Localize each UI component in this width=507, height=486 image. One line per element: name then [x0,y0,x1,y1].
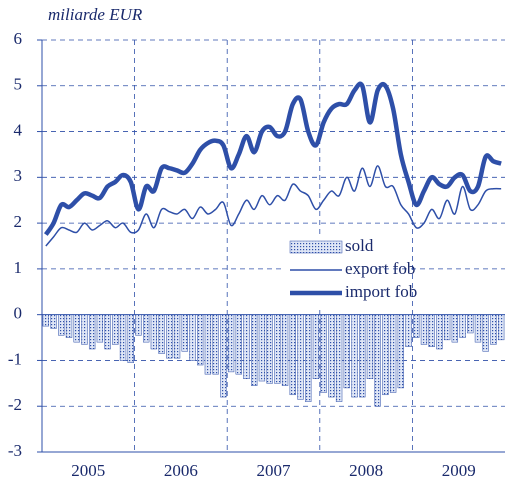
y-tick-label: 5 [14,75,23,94]
x-tick-label: 2007 [257,461,292,480]
bar [235,314,242,375]
y-tick-label: 1 [14,258,23,277]
x-tick-label: 2006 [164,461,198,480]
bar [150,314,158,350]
bar [127,314,134,363]
bar [482,314,489,352]
bar [420,314,428,345]
bar [81,314,88,345]
bar [474,314,482,343]
bar [413,314,420,338]
bar [320,314,327,393]
bar [112,314,119,345]
bar [405,314,412,347]
bar [212,314,219,375]
bar [73,314,80,343]
bar [58,314,65,336]
bar [443,314,451,341]
bar [50,314,57,329]
bar [266,314,273,384]
bar [366,314,374,380]
bar [305,314,312,402]
bar [312,314,320,380]
y-tick-label: -1 [8,349,22,368]
bar [459,314,466,338]
legend-label: import fob [345,282,417,301]
bar [359,314,366,398]
line [43,81,502,236]
y-tick-label: -3 [8,441,22,460]
bar [451,314,459,343]
chart-title: miliarde EUR [48,5,143,24]
bar [335,314,343,402]
bar [189,314,196,361]
bar [135,314,142,336]
bar [166,314,173,359]
bar [328,314,335,398]
x-tick-label: 2005 [71,461,105,480]
bar [65,314,73,338]
bar [142,314,150,343]
bar [281,314,289,386]
x-tick-label: 2008 [349,461,383,480]
bar [428,314,435,347]
bar [119,314,127,361]
bar [467,314,474,334]
bar [42,314,50,327]
bar [220,314,227,398]
y-tick-label: 6 [14,29,23,48]
bar [382,314,389,396]
bar [173,314,181,359]
y-tick-label: 3 [14,166,23,185]
x-tick-label: 2009 [442,461,476,480]
bar [297,314,304,400]
bar [374,314,381,407]
bar [204,314,212,375]
bar [251,314,258,386]
bar [96,314,104,343]
y-tick-label: 0 [14,304,23,323]
bar [397,314,405,389]
bar [258,314,266,382]
bar [88,314,96,350]
bar [104,314,111,350]
line [45,165,502,247]
y-tick-label: 2 [14,212,23,231]
y-tick-label: 4 [14,120,23,139]
bar [436,314,443,350]
bar [227,314,235,373]
bar [289,314,296,396]
bar [497,314,505,341]
bar [181,314,188,352]
bar [243,314,250,380]
legend-label: sold [345,236,374,255]
bar [274,314,281,384]
legend-label: export fob [345,259,415,278]
legend-swatch [289,240,343,254]
bar [343,314,350,389]
bar [197,314,204,366]
bar [389,314,397,393]
y-tick-label: -2 [8,395,22,414]
bar [351,314,358,398]
bar [490,314,497,345]
bar [158,314,165,354]
